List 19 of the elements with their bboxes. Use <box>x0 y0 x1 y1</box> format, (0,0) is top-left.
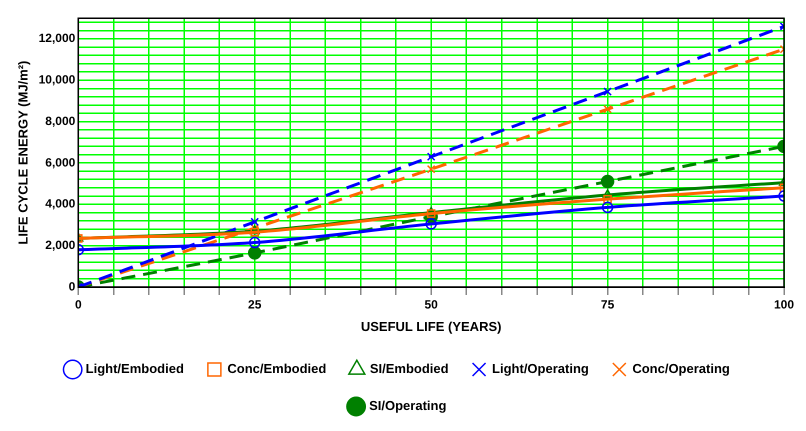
x-tick-label: 50 <box>424 298 438 312</box>
legend-label: Conc/Embodied <box>227 361 326 376</box>
y-tick-label: 10,000 <box>38 72 76 87</box>
legend-label: Light/Embodied <box>86 361 184 376</box>
y-tick-label: 12,000 <box>38 31 76 46</box>
y-tick-label: 2,000 <box>45 238 76 252</box>
y-tick-label: 0 <box>68 279 76 294</box>
y-tick-label: 6,000 <box>45 155 76 170</box>
legend-label: Light/Operating <box>492 361 589 376</box>
x-tick-label: 100 <box>774 298 794 312</box>
x-tick-label: 75 <box>600 298 615 312</box>
legend-label: Conc/Operating <box>632 361 730 376</box>
legend-label: SI/Operating <box>369 398 446 414</box>
x-tick-label: 25 <box>248 298 262 312</box>
x-axis-title: USEFUL LIFE (YEARS) <box>360 318 502 334</box>
legend-label: SI/Embodied <box>370 361 449 376</box>
y-tick-label: 8,000 <box>45 114 76 128</box>
y-axis-title: LIFE CYCLE ENERGY (MJ/m²) <box>15 60 30 245</box>
y-tick-label: 4,000 <box>45 196 76 211</box>
